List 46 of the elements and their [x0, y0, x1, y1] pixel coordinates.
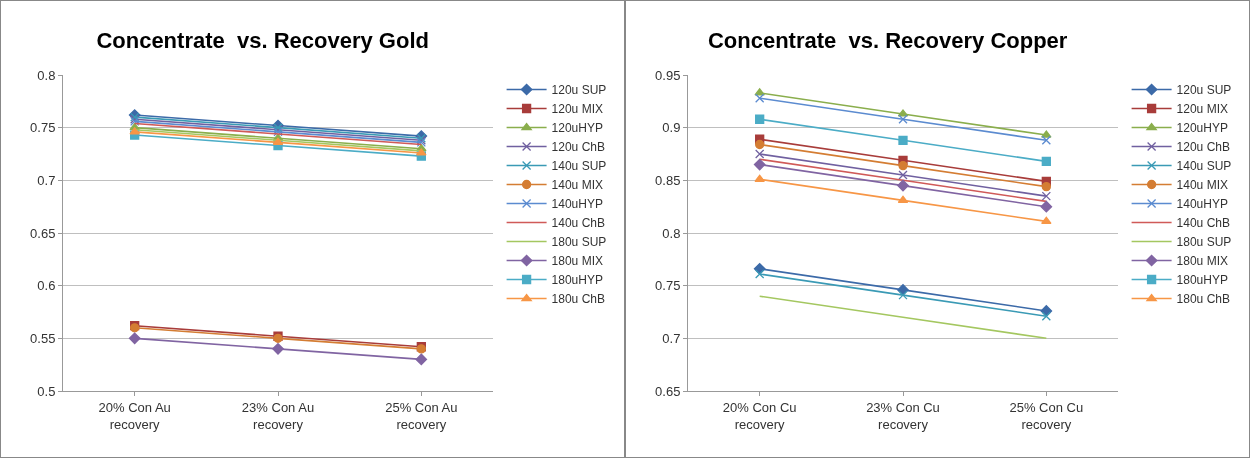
legend-label: 120uHYP: [1176, 121, 1228, 136]
legend-label: 120u MIX: [1176, 102, 1228, 117]
y-tick-label: 0.9: [662, 120, 681, 136]
y-tick-label: 0.95: [655, 67, 681, 83]
legend-label: 140u ChB: [1176, 216, 1230, 231]
legend-label: 120u SUP: [1176, 83, 1232, 98]
legend-label: 180u MIX: [1176, 254, 1228, 269]
x-tick-label: 23% Con Au recovery: [241, 399, 315, 432]
x-tick-label: 20% Con Au recovery: [98, 399, 171, 432]
legend-label: 120u ChB: [1176, 140, 1230, 155]
y-tick-label: 0.65: [30, 225, 56, 241]
legend-label: 120u MIX: [551, 102, 603, 117]
x-tick-label: 20% Con Cu recovery: [722, 399, 797, 432]
legend-label: 140u SUP: [551, 159, 607, 174]
x-tick-label: 25% Con Cu recovery: [1009, 399, 1084, 432]
legend-label: 180u ChB: [1176, 292, 1230, 307]
legend-label: 180u ChB: [551, 292, 605, 307]
y-tick-label: 0.75: [30, 120, 56, 136]
y-tick-label: 0.7: [37, 172, 56, 188]
y-tick-label: 0.75: [655, 278, 681, 294]
chart-title: Concentrate vs. Recovery Gold: [96, 28, 429, 54]
legend-label: 140u SUP: [1176, 159, 1232, 174]
y-tick-label: 0.8: [37, 67, 56, 83]
y-tick-label: 0.85: [655, 172, 681, 188]
y-tick-label: 0.8: [662, 225, 681, 241]
legend-label: 120u SUP: [551, 83, 607, 98]
legend-label: 180u SUP: [551, 235, 607, 250]
legend-label: 180uHYP: [1176, 273, 1228, 288]
y-tick-label: 0.6: [37, 278, 56, 294]
legend-label: 120uHYP: [551, 121, 603, 136]
y-tick-label: 0.5: [37, 383, 56, 399]
legend-label: 180u SUP: [1176, 235, 1232, 250]
legend-label: 180u MIX: [551, 254, 603, 269]
legend-label: 180uHYP: [551, 273, 603, 288]
y-tick-label: 0.65: [655, 383, 681, 399]
y-tick-label: 0.7: [662, 330, 681, 346]
legend-label: 140u MIX: [1176, 178, 1228, 193]
chart-title: Concentrate vs. Recovery Copper: [707, 28, 1068, 54]
legend-label: 140uHYP: [551, 197, 603, 212]
legend-label: 140uHYP: [1176, 197, 1228, 212]
y-tick-label: 0.55: [30, 330, 56, 346]
x-tick-label: 25% Con Au recovery: [385, 399, 458, 432]
legend-label: 120u ChB: [551, 140, 605, 155]
legend-label: 140u ChB: [551, 216, 605, 231]
x-tick-label: 23% Con Cu recovery: [866, 399, 940, 432]
legend-label: 140u MIX: [551, 178, 603, 193]
